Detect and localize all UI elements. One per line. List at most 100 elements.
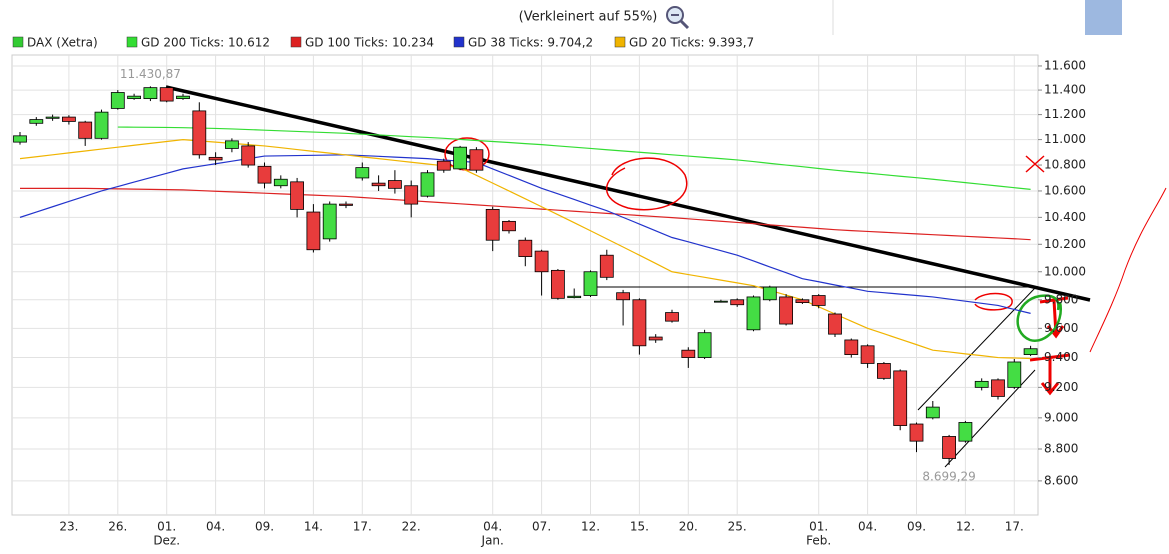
legend-label: GD 100 Ticks: 10.234 bbox=[305, 36, 434, 50]
x-tick-label: 01. bbox=[157, 520, 176, 534]
candle-body bbox=[779, 296, 793, 325]
candle-body bbox=[110, 92, 125, 109]
corner-box bbox=[1085, 0, 1122, 35]
candle-body bbox=[925, 406, 940, 419]
candle-body bbox=[1007, 361, 1022, 388]
candle-body bbox=[991, 379, 1005, 397]
candle-body bbox=[420, 172, 435, 197]
candle-body bbox=[860, 345, 875, 364]
legend: DAX (Xetra) GD 200 Ticks: 10.612 GD 100 Ti… bbox=[12, 36, 754, 50]
x-tick-label: 26. bbox=[108, 520, 127, 534]
candle-body bbox=[29, 119, 44, 124]
plot-area bbox=[11, 54, 1039, 516]
candle-body bbox=[78, 121, 93, 139]
legend-swatch bbox=[12, 36, 24, 48]
x-tick-label: 14. bbox=[304, 520, 323, 534]
extreme-label: 11.430,87 bbox=[120, 67, 181, 81]
month-label: Dez. bbox=[153, 534, 180, 548]
month-label: Jan. bbox=[481, 534, 504, 548]
x-tick-label: 17. bbox=[353, 520, 372, 534]
candle-body bbox=[665, 312, 679, 322]
extreme-label: 8.699,29 bbox=[922, 469, 975, 483]
x-tick-label: 12. bbox=[581, 520, 600, 534]
y-tick-label: 10.200 bbox=[1044, 237, 1086, 251]
y-tick-label: 9.600 bbox=[1044, 321, 1078, 335]
zoom-icon[interactable] bbox=[666, 6, 690, 30]
candle-body bbox=[94, 111, 109, 139]
legend-swatch bbox=[126, 36, 138, 48]
x-tick-label: 04. bbox=[858, 520, 877, 534]
ma-line bbox=[19, 154, 1031, 314]
candle-body bbox=[714, 300, 728, 303]
candle-body bbox=[567, 295, 582, 299]
candle-body bbox=[551, 269, 565, 299]
y-tick-label: 10.400 bbox=[1044, 210, 1086, 224]
zoom-note: (Verkleinert auf 55%) bbox=[519, 10, 658, 25]
candle-body bbox=[877, 363, 891, 379]
candle-body bbox=[730, 299, 745, 306]
candle-body bbox=[942, 436, 956, 459]
y-tick-label: 11.000 bbox=[1044, 132, 1086, 146]
x-tick-label: 17. bbox=[1005, 520, 1024, 534]
x-tick-label: 23. bbox=[59, 520, 78, 534]
candle-body bbox=[1023, 348, 1038, 356]
candle-body bbox=[746, 296, 761, 331]
candle-body bbox=[502, 220, 516, 232]
candle-body bbox=[192, 110, 207, 156]
x-tick-label: 09. bbox=[907, 520, 926, 534]
candle-body bbox=[811, 295, 826, 306]
ma-line bbox=[19, 138, 1031, 360]
x-tick-label: 01. bbox=[809, 520, 828, 534]
candle-body bbox=[648, 336, 663, 341]
candle-body bbox=[62, 116, 76, 122]
candle-body bbox=[387, 180, 402, 189]
candle-body bbox=[844, 339, 859, 356]
candle-body bbox=[958, 422, 973, 442]
legend-label: GD 20 Ticks: 9.393,7 bbox=[629, 36, 754, 50]
y-tick-label: 9.400 bbox=[1044, 350, 1078, 364]
candle-body bbox=[257, 165, 272, 184]
hand-annotations bbox=[165, 85, 1167, 468]
candle-body bbox=[828, 313, 842, 335]
candle-body bbox=[632, 299, 647, 347]
legend-label: GD 200 Ticks: 10.612 bbox=[141, 36, 270, 50]
y-tick-label: 8.800 bbox=[1044, 442, 1078, 456]
candle-body bbox=[583, 271, 598, 296]
candle-body bbox=[339, 203, 353, 206]
candle-body bbox=[599, 254, 614, 278]
legend-label: DAX (Xetra) bbox=[27, 36, 98, 50]
candle-body bbox=[404, 185, 419, 205]
y-tick-label: 11.600 bbox=[1044, 58, 1086, 72]
candle-body bbox=[453, 146, 468, 170]
candle-body bbox=[485, 208, 500, 241]
candle-body bbox=[371, 182, 386, 187]
candle-body bbox=[681, 349, 696, 358]
y-tick-label: 9.000 bbox=[1044, 410, 1078, 424]
legend-swatch bbox=[290, 36, 302, 48]
candle-body bbox=[893, 370, 908, 426]
candle-body bbox=[306, 211, 321, 251]
legend-swatch bbox=[453, 36, 465, 48]
x-tick-label: 22. bbox=[402, 520, 421, 534]
candle-body bbox=[143, 87, 158, 100]
candle-body bbox=[518, 239, 533, 257]
candle-body bbox=[534, 250, 549, 273]
ma-line bbox=[20, 187, 1031, 241]
y-tick-label: 9.200 bbox=[1044, 380, 1078, 394]
candle-body bbox=[762, 286, 777, 301]
candle-body bbox=[355, 167, 370, 179]
candle-body bbox=[469, 149, 484, 171]
candle-body bbox=[241, 145, 256, 166]
candle-body bbox=[290, 181, 305, 210]
candle-body bbox=[159, 87, 174, 102]
y-tick-label: 10.000 bbox=[1044, 264, 1086, 278]
y-tick-label: 9.800 bbox=[1044, 292, 1078, 306]
x-tick-label: 15. bbox=[630, 520, 649, 534]
legend-label: GD 38 Ticks: 9.704,2 bbox=[468, 36, 593, 50]
candle-body bbox=[616, 292, 630, 301]
x-tick-label: 04. bbox=[483, 520, 502, 534]
y-tick-label: 11.200 bbox=[1044, 107, 1086, 121]
x-tick-label: 04. bbox=[206, 520, 225, 534]
